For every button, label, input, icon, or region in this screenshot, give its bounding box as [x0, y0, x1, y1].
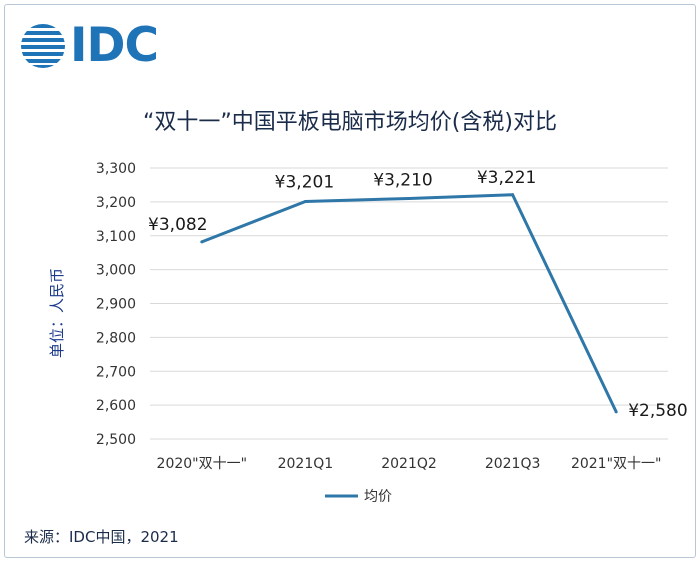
data-label: ¥3,082 [148, 215, 207, 235]
x-tick-label: 2020"双十一" [157, 456, 248, 472]
logo-text: IDC [70, 18, 159, 73]
globe-logo-icon [21, 24, 65, 68]
y-tick-label: 3,300 [96, 161, 136, 177]
y-tick-label: 2,600 [96, 398, 136, 414]
y-tick-label: 3,200 [96, 195, 136, 211]
x-tick-label: 2021Q1 [278, 456, 334, 472]
idc-logo: IDC [20, 18, 159, 73]
chart-title: “双十一”中国平板电脑市场均价(含税)对比 [143, 110, 557, 135]
data-point [407, 196, 411, 200]
legend-label: 均价 [364, 489, 392, 505]
y-tick-label: 2,700 [96, 364, 136, 380]
x-tick-label: 2021"双十一" [571, 456, 662, 472]
y-tick-label: 2,800 [96, 330, 136, 346]
data-label: ¥2,580 [628, 401, 687, 421]
data-point [614, 410, 618, 414]
data-label: ¥3,201 [275, 173, 334, 193]
y-tick-label: 3,000 [96, 263, 136, 279]
source-note: 来源：IDC中国，2021 [24, 528, 179, 546]
data-point [200, 240, 204, 244]
x-tick-label: 2021Q2 [381, 456, 437, 472]
y-tick-label: 2,900 [96, 297, 136, 313]
data-point [303, 200, 307, 204]
data-label: ¥3,221 [477, 168, 536, 188]
data-label: ¥3,210 [373, 170, 432, 190]
data-point [511, 193, 515, 197]
y-tick-label: 2,500 [96, 432, 136, 448]
y-tick-label: 3,100 [96, 229, 136, 245]
chart-frame [4, 4, 696, 558]
x-tick-label: 2021Q3 [485, 456, 541, 472]
